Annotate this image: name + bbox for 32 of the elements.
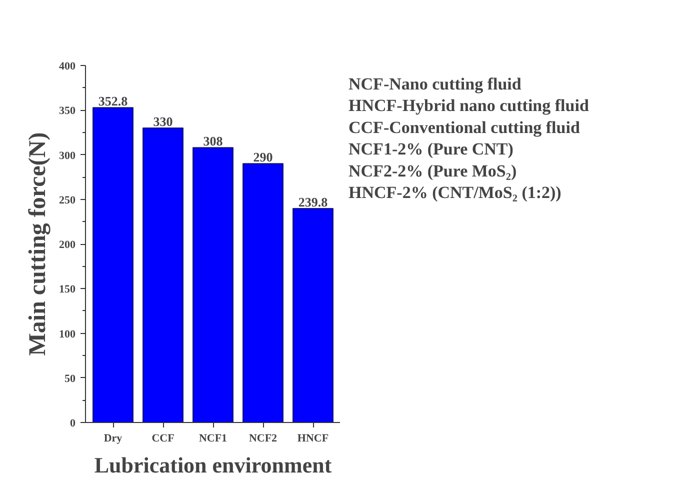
- x-tick-label: HNCF: [297, 432, 329, 444]
- y-tick-label: 200: [59, 239, 76, 251]
- data-label: 308: [203, 134, 224, 149]
- y-tick-label: 250: [59, 194, 76, 206]
- bar: [142, 127, 184, 422]
- y-tick-label: 300: [59, 150, 76, 162]
- y-tick-label: 350: [59, 105, 76, 118]
- data-label: 330: [153, 114, 173, 129]
- bar: [92, 107, 134, 422]
- text: HNCF-Hybrid nano cutting fluid: [348, 96, 590, 116]
- text: CCF-Conventional cutting fluid: [348, 118, 580, 137]
- y-tick-label: 150: [59, 284, 76, 296]
- x-tick-label: NCF1: [198, 432, 228, 444]
- x-tick-label: NCF2: [248, 432, 278, 444]
- y-tick-label: 100: [59, 328, 76, 340]
- data-label: 352.8: [98, 94, 128, 109]
- x-tick-label: CCF: [152, 432, 175, 444]
- text: HNCF-2% (CNT/MoS₂ (1:2)): [348, 182, 562, 202]
- data-label: 290: [253, 150, 273, 165]
- y-tick-label: 50: [64, 372, 76, 385]
- bar: [242, 163, 284, 422]
- bar: [292, 208, 334, 422]
- text: NCF-Nano cutting fluid: [348, 74, 522, 94]
- text: NCF1-2% (Pure CNT): [348, 140, 514, 159]
- x-axis-title: Lubrication environment: [94, 452, 332, 478]
- x-tick-label: Dry: [104, 432, 123, 444]
- y-tick-label: 400: [59, 60, 76, 72]
- data-label: 239.8: [298, 194, 328, 210]
- bar: [192, 147, 234, 422]
- y-axis-title: Main cutting force(N): [25, 132, 51, 356]
- text: NCF2-2% (Pure MoS₂): [348, 161, 517, 180]
- y-tick-label: 0: [70, 418, 76, 430]
